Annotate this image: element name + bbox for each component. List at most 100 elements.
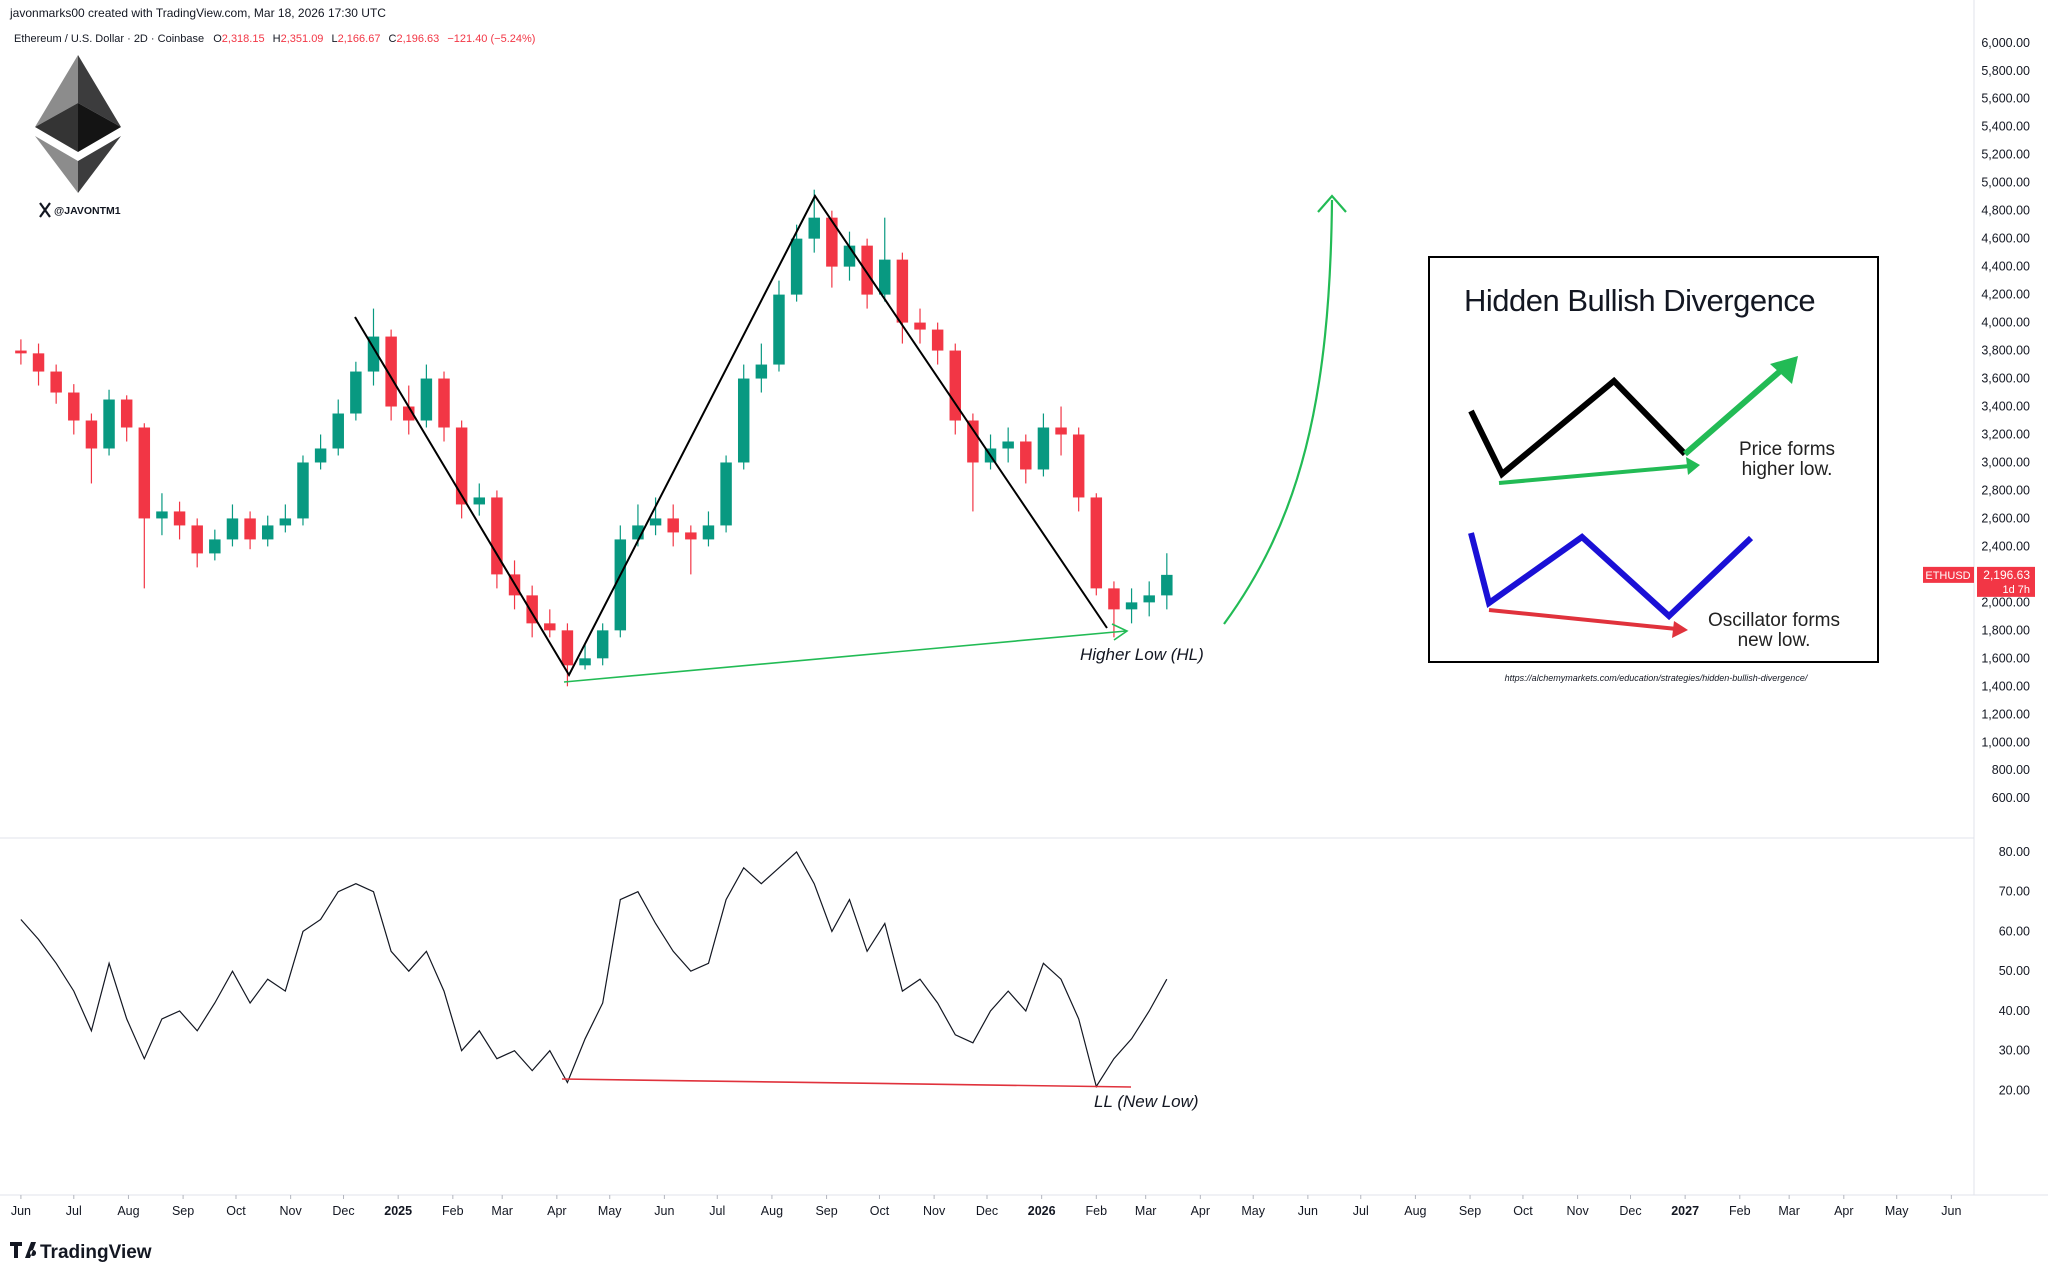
y-tick-label: 4,400.00 xyxy=(1981,260,2030,274)
x-tick-label: Apr xyxy=(1191,1204,1210,1218)
price-tag-symbol: ETHUSD xyxy=(1925,570,1970,582)
candle-body xyxy=(1002,441,1014,449)
candle-body xyxy=(15,350,27,354)
candle-body xyxy=(261,525,274,540)
y-tick-label: 4,200.00 xyxy=(1981,288,2030,302)
candle-body xyxy=(596,630,609,659)
candle-body xyxy=(1090,497,1103,589)
y-tick-label: 4,800.00 xyxy=(1981,204,2030,218)
y-tick-label: 3,400.00 xyxy=(1981,400,2030,414)
y-tick-label: 1,400.00 xyxy=(1981,679,2030,693)
rsi-line xyxy=(20,850,1168,1088)
ll-label: LL (New Low) xyxy=(1094,1092,1199,1111)
candle-body xyxy=(50,371,62,393)
candle-body xyxy=(737,378,750,463)
candle-body xyxy=(244,518,256,540)
candle-body xyxy=(1020,441,1032,470)
candle-body xyxy=(526,595,538,624)
x-tick-label: Nov xyxy=(923,1204,946,1218)
candle-body xyxy=(32,353,45,372)
curve-arrow-head xyxy=(1317,194,1347,213)
y-tick-label: 1,200.00 xyxy=(1981,707,2030,721)
y-tick-label: 5,400.00 xyxy=(1981,120,2030,134)
y-tick-label: 3,200.00 xyxy=(1981,427,2030,441)
x-tick-label: Aug xyxy=(117,1204,139,1218)
x-tick-label: Mar xyxy=(1135,1204,1157,1218)
x-tick-label: Jul xyxy=(1353,1204,1369,1218)
price-tag xyxy=(1977,566,2035,597)
y-tick-label: 30.00 xyxy=(1999,1044,2030,1058)
x-tick-label: Sep xyxy=(172,1204,194,1218)
y-tick-label: 3,000.00 xyxy=(1981,455,2030,469)
change: −121.40 (−5.24%) xyxy=(447,33,535,45)
x-tick-label: May xyxy=(1885,1204,1909,1218)
candle-body xyxy=(720,462,732,526)
candle-body xyxy=(438,378,450,428)
x-tick-label: Aug xyxy=(761,1204,783,1218)
y-tick-label: 70.00 xyxy=(1999,885,2030,899)
candle-body xyxy=(1143,595,1155,603)
candle-body xyxy=(826,217,838,267)
candle-body xyxy=(667,518,679,533)
y-tick-label: 5,200.00 xyxy=(1981,148,2030,162)
x-tick-label: Oct xyxy=(870,1204,890,1218)
candle-body xyxy=(226,518,239,540)
candle-body xyxy=(790,238,803,295)
x-tick-label: Sep xyxy=(1459,1204,1481,1218)
y-tick-label: 4,600.00 xyxy=(1981,232,2030,246)
candle-body xyxy=(614,539,627,631)
candle-body xyxy=(279,518,292,526)
x-tick-label: 2025 xyxy=(384,1204,412,1218)
candle-body xyxy=(632,525,644,540)
ohlc-value: 2,351.09 xyxy=(281,33,324,45)
y-tick-label: 5,800.00 xyxy=(1981,64,2030,78)
y-tick-label: 60.00 xyxy=(1999,924,2030,938)
candle-body xyxy=(473,497,486,505)
x-tick-label: Feb xyxy=(442,1204,464,1218)
candle-body xyxy=(350,371,362,414)
ohlc-key: L xyxy=(332,33,338,45)
plot xyxy=(15,189,1173,1088)
candle-body xyxy=(68,392,80,421)
price-tag-countdown: 1d 7h xyxy=(2002,584,2030,596)
y-tick-label: 1,000.00 xyxy=(1981,735,2030,749)
x-tick-label: Nov xyxy=(280,1204,303,1218)
x-tick-label: May xyxy=(598,1204,622,1218)
candle-body xyxy=(808,217,820,239)
y-tick-label: 5,000.00 xyxy=(1981,176,2030,190)
candle-body xyxy=(297,462,309,519)
x-tick-label: Oct xyxy=(1513,1204,1533,1218)
candle-body xyxy=(755,364,768,379)
x-tick-label: Dec xyxy=(332,1204,354,1218)
candle-body xyxy=(314,448,327,463)
ll-line xyxy=(561,1078,1132,1088)
candle-body xyxy=(85,420,98,449)
candle-body xyxy=(332,413,344,449)
y-tick-label: 6,000.00 xyxy=(1981,36,2030,50)
inset-osc-text: new low. xyxy=(1738,630,1811,651)
y-tick-label: 20.00 xyxy=(1999,1083,2030,1097)
ohlc-value: 2,318.15 xyxy=(222,33,265,45)
candle-body xyxy=(949,350,962,421)
y-tick-label: 2,600.00 xyxy=(1981,511,2030,525)
candle-body xyxy=(173,511,186,526)
candle-body xyxy=(967,420,979,463)
candle-body xyxy=(1108,588,1120,610)
candle-body xyxy=(879,259,891,295)
x-tick-label: Nov xyxy=(1566,1204,1589,1218)
candle-body xyxy=(1037,427,1050,470)
candle-body xyxy=(914,322,926,330)
x-tick-label: Sep xyxy=(815,1204,837,1218)
candle-body xyxy=(120,399,133,428)
creator-note: javonmarks00 created with TradingView.co… xyxy=(9,6,386,20)
y-tick-label: 800.00 xyxy=(1992,763,2030,777)
brand: TradingView xyxy=(10,1242,152,1263)
zigzag xyxy=(354,194,1108,678)
price-tag-label: 2,196.63 xyxy=(1983,568,2030,582)
ohlc-key: H xyxy=(273,33,281,45)
y-tick-label: 3,600.00 xyxy=(1981,372,2030,386)
hl-label: Higher Low (HL) xyxy=(1080,645,1204,664)
inset-price-text: Price forms xyxy=(1739,439,1835,460)
